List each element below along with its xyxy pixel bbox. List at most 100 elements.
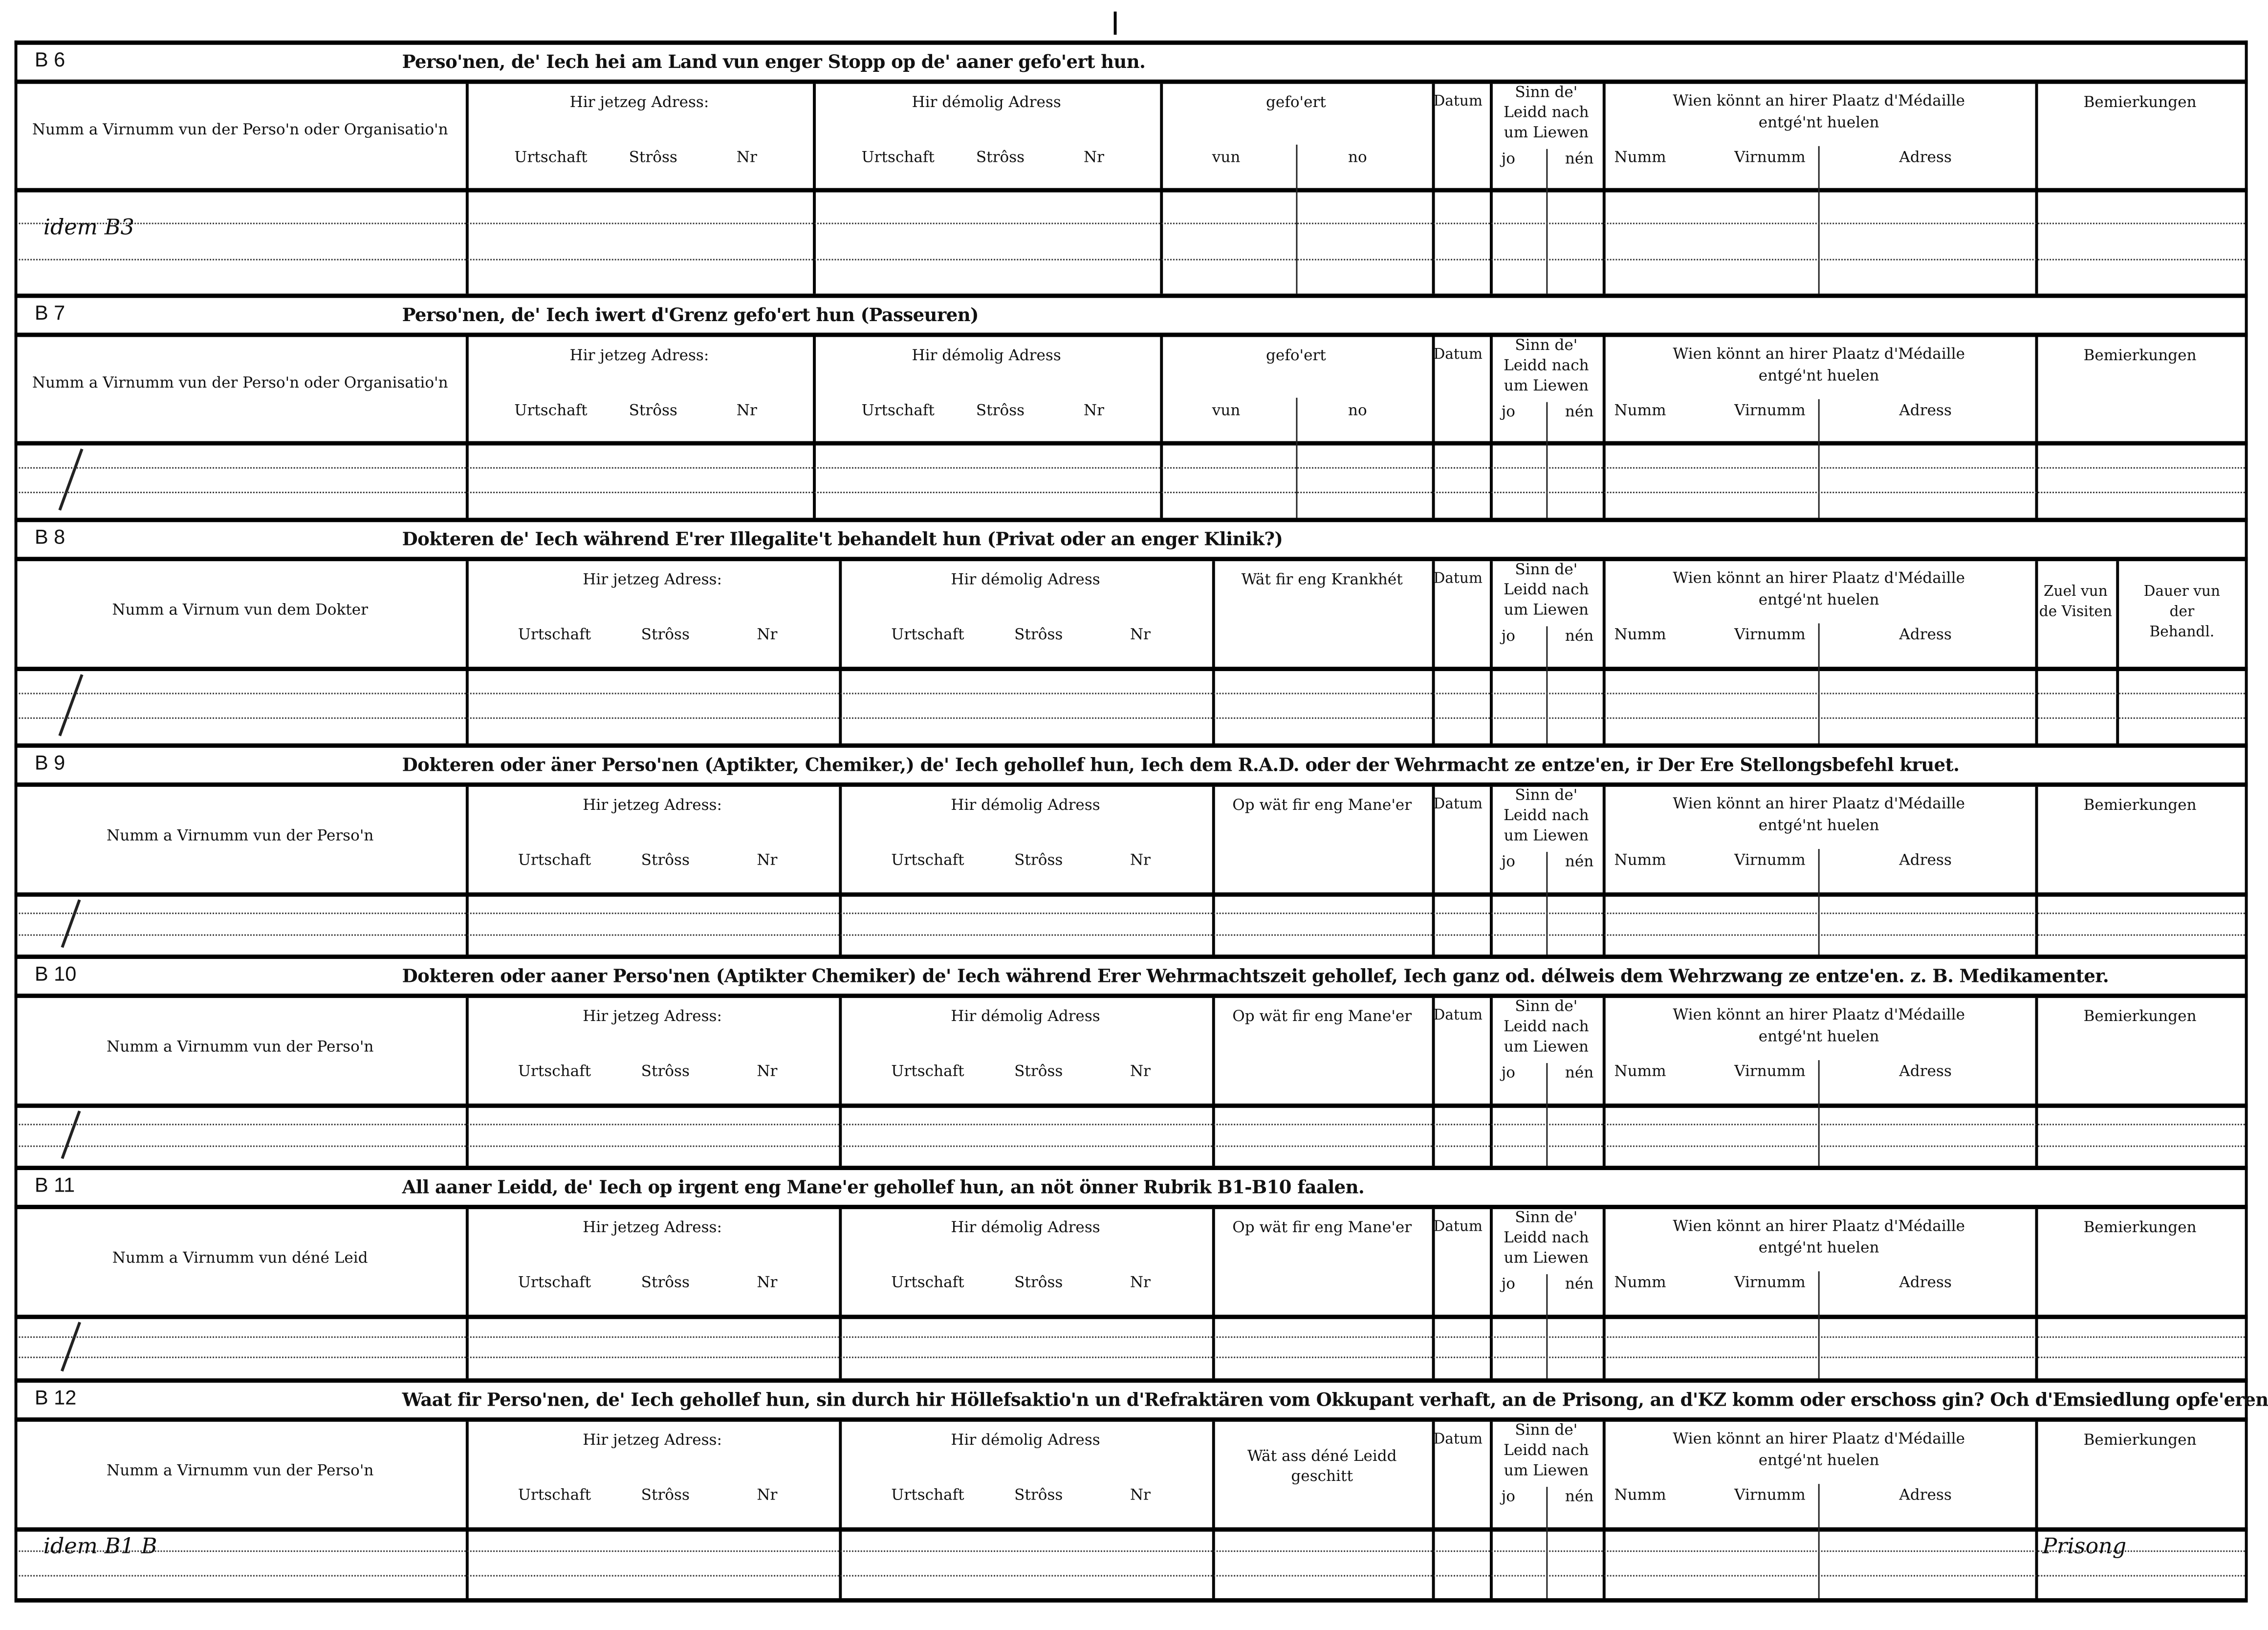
- medal-header: Wien könnt an hirer Plaatz d'Médaille: [1673, 1430, 1965, 1448]
- col3-header: Wät fir eng Krankhét: [1241, 571, 1403, 589]
- medal-sub-surname: Numm: [1614, 1487, 1666, 1504]
- current-address-header: Hir jetzeg Adress:: [569, 94, 709, 111]
- entry-line[interactable]: [19, 258, 2245, 260]
- form-right-border: [2245, 40, 2248, 1598]
- datum-header: Datum: [1433, 1008, 1483, 1024]
- survival-header: Sinn de': [1515, 337, 1578, 355]
- entry-line[interactable]: [19, 1336, 2245, 1338]
- column-divider: [1602, 561, 1606, 744]
- datum-header: Datum: [1433, 1432, 1483, 1448]
- column-divider: [1602, 337, 1606, 518]
- col3-sub-to: no: [1348, 402, 1367, 420]
- medal-sub-firstname: Virnumm: [1734, 626, 1806, 644]
- column-divider: [2035, 561, 2038, 744]
- medal-header: Wien könnt an hirer Plaatz d'Médaille: [1673, 92, 1965, 110]
- entry-line[interactable]: [19, 692, 2245, 694]
- address-sub-header: Strôss: [629, 402, 677, 420]
- jo-nen-divider: [1546, 626, 1548, 744]
- current-address-header: Hir jetzeg Adress:: [583, 1219, 722, 1237]
- address-sub-header: Urtschaft: [514, 149, 588, 167]
- header-top-rule: [14, 557, 2248, 562]
- current-address-header: Hir jetzeg Adress:: [583, 797, 722, 815]
- datum-header: Datum: [1433, 571, 1483, 587]
- survival-header: Leidd nach: [1504, 1018, 1589, 1036]
- address-sub-header: Nr: [757, 1274, 778, 1292]
- header-top-rule: [14, 79, 2248, 84]
- entry-line[interactable]: [19, 1574, 2245, 1576]
- medal-sub-surname: Numm: [1614, 402, 1666, 420]
- medal-sub-surname: Numm: [1614, 1063, 1666, 1081]
- header-top-rule: [14, 1417, 2248, 1422]
- entry-line[interactable]: [19, 1551, 2245, 1553]
- jo-nen-divider: [1546, 1487, 1548, 1598]
- visits-count-header: Zuel vun de Visiten: [2039, 584, 2113, 621]
- former-address-header: Hir démolig Adress: [912, 94, 1061, 111]
- name-header: Numm a Virnumm vun der Perso'n oder Orga…: [32, 374, 448, 392]
- survival-header: Sinn de': [1515, 1421, 1578, 1439]
- medal-sub-divider: [1818, 623, 1820, 744]
- column-divider: [839, 786, 842, 955]
- remarks-header: Bemierkungen: [2083, 797, 2197, 815]
- column-divider: [465, 1421, 469, 1598]
- entry-line[interactable]: [19, 1124, 2245, 1126]
- column-divider: [1212, 998, 1215, 1166]
- former-address-header: Hir démolig Adress: [951, 1432, 1100, 1450]
- section-title: Perso'nen, de' Iech hei am Land vun enge…: [402, 50, 1146, 72]
- medal-sub-address: Adress: [1899, 1274, 1952, 1292]
- yes-header: jo: [1501, 1064, 1515, 1082]
- yes-header: jo: [1501, 403, 1515, 421]
- address-sub-header: Nr: [757, 1487, 778, 1504]
- entry-line[interactable]: [19, 934, 2245, 935]
- address-sub-header: Nr: [1083, 149, 1105, 167]
- no-header: nén: [1565, 403, 1594, 421]
- entry-line[interactable]: [19, 1145, 2245, 1147]
- section-title: Waat fir Perso'nen, de' Iech gehollef hu…: [402, 1388, 2268, 1411]
- address-sub-header: Strôss: [1014, 1487, 1063, 1504]
- col3-sub-from: vun: [1212, 149, 1241, 167]
- entry-line[interactable]: [19, 223, 2245, 225]
- header-top-rule: [14, 332, 2248, 337]
- medal-sub-divider: [1818, 1060, 1820, 1166]
- col3-sub-divider: [1296, 397, 1298, 518]
- header-top-rule: [14, 993, 2248, 998]
- medal-header: entgé'nt huelen: [1758, 1452, 1879, 1470]
- section-id: B 9: [35, 750, 65, 774]
- entry-line[interactable]: [19, 1357, 2245, 1359]
- address-sub-header: Nr: [757, 1063, 778, 1081]
- column-divider: [1432, 1421, 1435, 1598]
- entry-line[interactable]: [19, 466, 2245, 468]
- column-divider: [1602, 84, 1606, 294]
- entry-line[interactable]: [19, 913, 2245, 915]
- column-divider: [2035, 786, 2038, 955]
- medal-sub-surname: Numm: [1614, 626, 1666, 644]
- address-sub-header: Strôss: [641, 1274, 690, 1292]
- section-top-rule: [14, 1166, 2248, 1170]
- address-sub-header: Nr: [1130, 1487, 1151, 1504]
- medal-header: Wien könnt an hirer Plaatz d'Médaille: [1673, 346, 1965, 363]
- column-divider: [2116, 561, 2119, 744]
- medal-sub-address: Adress: [1899, 1487, 1952, 1504]
- column-divider: [1602, 1209, 1606, 1379]
- medal-sub-firstname: Virnumm: [1734, 1487, 1806, 1504]
- survival-header: um Liewen: [1504, 1038, 1589, 1056]
- registration-mark: [1113, 11, 1117, 35]
- name-header: Numm a Virnumm vun der Perso'n oder Orga…: [32, 121, 448, 139]
- medal-header: entgé'nt huelen: [1758, 367, 1879, 385]
- jo-nen-divider: [1546, 402, 1548, 518]
- column-divider: [1160, 84, 1163, 294]
- column-divider: [1212, 1421, 1215, 1598]
- address-sub-header: Nr: [1130, 1063, 1151, 1081]
- entry-line[interactable]: [19, 717, 2245, 719]
- form-bottom-rule: [14, 1598, 2248, 1603]
- survival-header: Leidd nach: [1504, 357, 1589, 375]
- address-sub-header: Urtschaft: [518, 1274, 591, 1292]
- section-top-rule: [14, 293, 2248, 298]
- column-divider: [839, 998, 842, 1166]
- handwritten-slash-mark: [61, 899, 81, 948]
- former-address-header: Hir démolig Adress: [912, 347, 1061, 365]
- column-divider: [1489, 786, 1493, 955]
- entry-line[interactable]: [19, 492, 2245, 494]
- name-header: Numm a Virnum vun dem Dokter: [112, 602, 369, 619]
- address-sub-header: Nr: [1083, 402, 1105, 420]
- col3-sub-to: no: [1348, 149, 1367, 167]
